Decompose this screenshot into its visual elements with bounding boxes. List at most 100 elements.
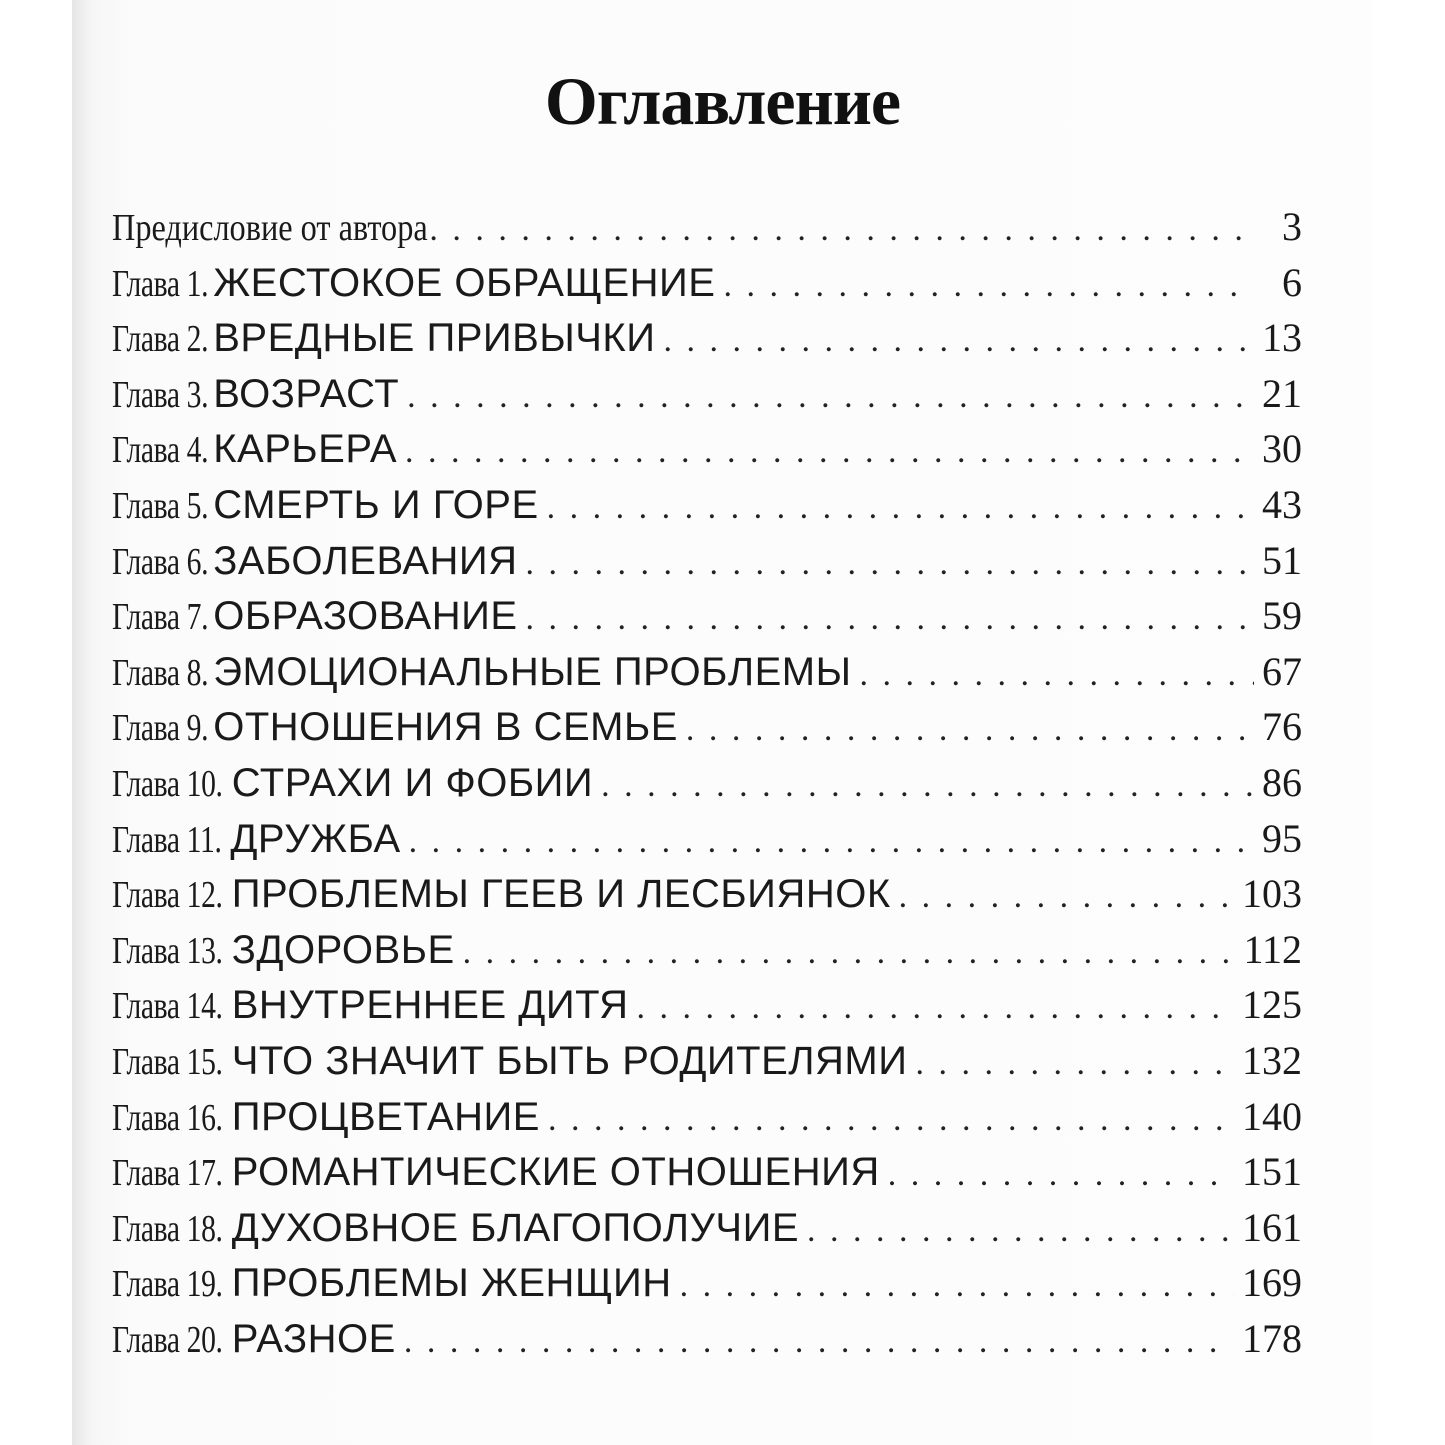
page-number: 3 bbox=[1282, 204, 1302, 249]
entry-prefix: Глава 4. bbox=[112, 429, 209, 472]
page-number: 95 bbox=[1262, 815, 1302, 861]
page-number: 6 bbox=[1282, 259, 1302, 305]
page-number: 67 bbox=[1262, 648, 1302, 694]
chapter-title: ЗАБОЛЕВАНИЯ bbox=[213, 538, 518, 583]
entry-prefix: Глава 5. bbox=[112, 484, 209, 527]
page-number: 76 bbox=[1262, 704, 1302, 750]
chapter-title: СТРАХИ И ФОБИИ bbox=[231, 760, 594, 805]
toc-entry: Предисловие от автора 3 bbox=[112, 203, 1302, 259]
entry-prefix: Глава 15. bbox=[112, 1040, 223, 1083]
entry-prefix: Глава 6. bbox=[112, 540, 209, 583]
entry-prefix: Глава 14. bbox=[112, 985, 223, 1028]
chapter-title: ПРОЦВЕТАНИЕ bbox=[231, 1094, 540, 1139]
dot-leader bbox=[526, 545, 1254, 583]
chapter-title: ВОЗРАСТ bbox=[213, 371, 400, 416]
chapter-title: ПРОБЛЕМЫ ЖЕНЩИН bbox=[231, 1261, 672, 1306]
dot-leader bbox=[548, 1101, 1234, 1139]
page-number: 178 bbox=[1242, 1315, 1302, 1361]
entry-prefix: Глава 12. bbox=[112, 874, 223, 917]
entry-prefix: Глава 17. bbox=[112, 1152, 223, 1195]
dot-leader bbox=[404, 1323, 1234, 1361]
entry-prefix: Глава 13. bbox=[112, 929, 223, 972]
dot-leader bbox=[807, 1212, 1234, 1250]
dot-leader bbox=[547, 489, 1254, 527]
page-number: 86 bbox=[1262, 759, 1302, 805]
toc-entry: Глава 17.РОМАНТИЧЕСКИЕ ОТНОШЕНИЯ 151 bbox=[112, 1148, 1302, 1204]
toc-entry: Глава 8.ЭМОЦИОНАЛЬНЫЕ ПРОБЛЕМЫ 67 bbox=[112, 648, 1302, 704]
toc-entry: Глава 6.ЗАБОЛЕВАНИЯ 51 bbox=[112, 537, 1302, 593]
toc-entry: Глава 16.ПРОЦВЕТАНИЕ 140 bbox=[112, 1093, 1302, 1149]
page-number: 103 bbox=[1242, 871, 1302, 917]
entry-prefix: Глава 16. bbox=[112, 1096, 223, 1139]
dot-leader bbox=[601, 767, 1254, 805]
entry-prefix: Глава 11. bbox=[112, 818, 222, 861]
page-number: 51 bbox=[1262, 537, 1302, 583]
chapter-title: РАЗНОЕ bbox=[231, 1316, 396, 1361]
dot-leader bbox=[663, 322, 1254, 360]
chapter-title: ВНУТРЕННЕЕ ДИТЯ bbox=[231, 983, 629, 1028]
page-number: 151 bbox=[1242, 1149, 1302, 1195]
page-number: 43 bbox=[1262, 481, 1302, 527]
page-number: 125 bbox=[1242, 982, 1302, 1028]
entry-prefix: Глава 1. bbox=[112, 262, 209, 305]
entry-prefix: Глава 20. bbox=[112, 1318, 223, 1361]
page-number: 30 bbox=[1262, 426, 1302, 472]
toc-entry: Глава 3.ВОЗРАСТ 21 bbox=[112, 370, 1302, 426]
dot-leader bbox=[405, 433, 1254, 471]
page-number: 161 bbox=[1242, 1204, 1302, 1250]
page-number: 21 bbox=[1262, 370, 1302, 416]
chapter-title: СМЕРТЬ И ГОРЕ bbox=[213, 482, 539, 527]
toc-entry: Глава 2.ВРЕДНЫЕ ПРИВЫЧКИ 13 bbox=[112, 314, 1302, 370]
entry-prefix: Глава 9. bbox=[112, 707, 209, 750]
page-number: 140 bbox=[1242, 1093, 1302, 1139]
chapter-title: ПРОБЛЕМЫ ГЕЕВ И ЛЕСБИЯНОК bbox=[231, 872, 891, 917]
dot-leader bbox=[899, 878, 1234, 916]
page-number: 132 bbox=[1242, 1037, 1302, 1083]
dot-leader bbox=[686, 711, 1254, 749]
chapter-title: ОБРАЗОВАНИЕ bbox=[213, 594, 518, 639]
chapter-title: ЗДОРОВЬЕ bbox=[231, 927, 455, 972]
dot-leader bbox=[888, 1156, 1234, 1194]
dot-leader bbox=[407, 378, 1254, 416]
entry-prefix: Глава 18. bbox=[112, 1207, 223, 1250]
entry-prefix: Глава 2. bbox=[112, 318, 209, 361]
dot-leader bbox=[409, 823, 1254, 861]
toc-entry: Глава 10.СТРАХИ И ФОБИИ 86 bbox=[112, 759, 1302, 815]
toc-entry: Глава 1.ЖЕСТОКОЕ ОБРАЩЕНИЕ 6 bbox=[112, 259, 1302, 315]
page-number: 13 bbox=[1262, 315, 1302, 361]
toc-entry: Глава 9.ОТНОШЕНИЯ В СЕМЬЕ 76 bbox=[112, 703, 1302, 759]
toc-entry: Глава 12.ПРОБЛЕМЫ ГЕЕВ И ЛЕСБИЯНОК 103 bbox=[112, 870, 1302, 926]
chapter-title: ЭМОЦИОНАЛЬНЫЕ ПРОБЛЕМЫ bbox=[213, 649, 852, 694]
dot-leader bbox=[526, 600, 1254, 638]
toc-entry: Глава 4.КАРЬЕРА 30 bbox=[112, 425, 1302, 481]
dot-leader bbox=[860, 656, 1255, 694]
toc-entry: Глава 13.ЗДОРОВЬЕ 112 bbox=[112, 926, 1302, 982]
dot-leader bbox=[637, 989, 1234, 1027]
toc-entry: Глава 14.ВНУТРЕННЕЕ ДИТЯ 125 bbox=[112, 981, 1302, 1037]
chapter-title: ВРЕДНЫЕ ПРИВЫЧКИ bbox=[213, 316, 656, 361]
toc-entry: Глава 15.ЧТО ЗНАЧИТ БЫТЬ РОДИТЕЛЯМИ 132 bbox=[112, 1037, 1302, 1093]
chapter-title: РОМАНТИЧЕСКИЕ ОТНОШЕНИЯ bbox=[231, 1150, 880, 1195]
table-of-contents: Предисловие от автора 3 Глава 1.ЖЕСТОКОЕ О… bbox=[112, 203, 1302, 1370]
chapter-title: ДУХОВНОЕ БЛАГОПОЛУЧИЕ bbox=[231, 1205, 800, 1250]
page-number: 59 bbox=[1262, 593, 1302, 639]
toc-entry: Глава 20.РАЗНОЕ 178 bbox=[112, 1315, 1302, 1371]
chapter-title: КАРЬЕРА bbox=[213, 427, 398, 472]
toc-entry: Глава 11.ДРУЖБА 95 bbox=[112, 815, 1302, 871]
toc-entry: Глава 7.ОБРАЗОВАНИЕ 59 bbox=[112, 592, 1302, 648]
chapter-title: ЧТО ЗНАЧИТ БЫТЬ РОДИТЕЛЯМИ bbox=[231, 1038, 908, 1083]
entry-prefix: Глава 8. bbox=[112, 651, 209, 694]
dot-leader bbox=[680, 1267, 1234, 1305]
chapter-title: ДРУЖБА bbox=[230, 816, 401, 861]
chapter-title: ЖЕСТОКОЕ ОБРАЩЕНИЕ bbox=[213, 260, 716, 305]
entry-prefix: Глава 19. bbox=[112, 1263, 223, 1306]
page-number: 112 bbox=[1243, 926, 1302, 972]
page-number: 169 bbox=[1242, 1260, 1302, 1306]
entry-prefix: Глава 7. bbox=[112, 596, 209, 639]
toc-entry: Глава 5.СМЕРТЬ И ГОРЕ 43 bbox=[112, 481, 1302, 537]
dot-leader bbox=[429, 211, 1254, 249]
dot-leader bbox=[463, 934, 1236, 972]
dot-leader bbox=[723, 267, 1254, 305]
entry-prefix: Предисловие от автора bbox=[112, 207, 428, 249]
dot-leader bbox=[915, 1045, 1234, 1083]
